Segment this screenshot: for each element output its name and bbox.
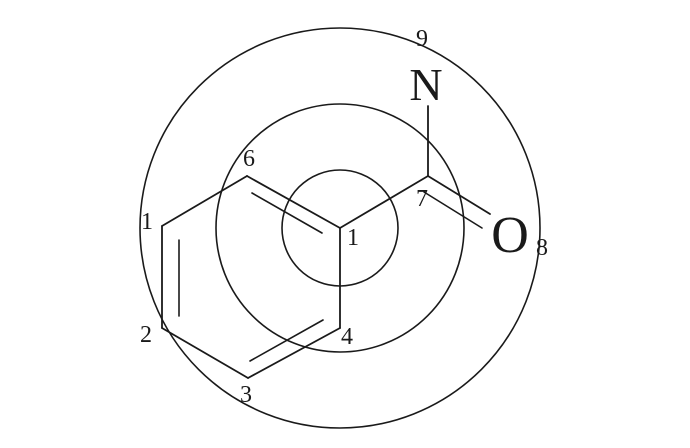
label-7: 7 <box>416 186 428 212</box>
circle-middle <box>215 103 465 353</box>
label-1-center: 1 <box>347 225 359 251</box>
bond-6-5 <box>161 175 248 227</box>
bond-1-7 <box>339 175 429 229</box>
label-4: 4 <box>341 324 353 350</box>
bond-3-4 <box>247 327 341 379</box>
double-bond-1-6 <box>251 192 323 234</box>
double-bond-3-4 <box>249 319 324 362</box>
label-8: 8 <box>536 235 548 261</box>
label-9: 9 <box>416 26 428 52</box>
bond-1-6 <box>246 175 341 229</box>
label-2: 2 <box>140 322 152 348</box>
atom-oxygen: O <box>491 207 529 264</box>
label-6: 6 <box>243 146 255 172</box>
circle-outer <box>139 27 541 429</box>
label-1-left: 1 <box>141 209 153 235</box>
bond-2-3 <box>161 327 249 379</box>
bond-7-8 <box>427 175 491 215</box>
double-bond-7-8 <box>423 191 483 229</box>
atom-nitrogen: N <box>409 59 442 110</box>
label-3: 3 <box>240 382 252 408</box>
